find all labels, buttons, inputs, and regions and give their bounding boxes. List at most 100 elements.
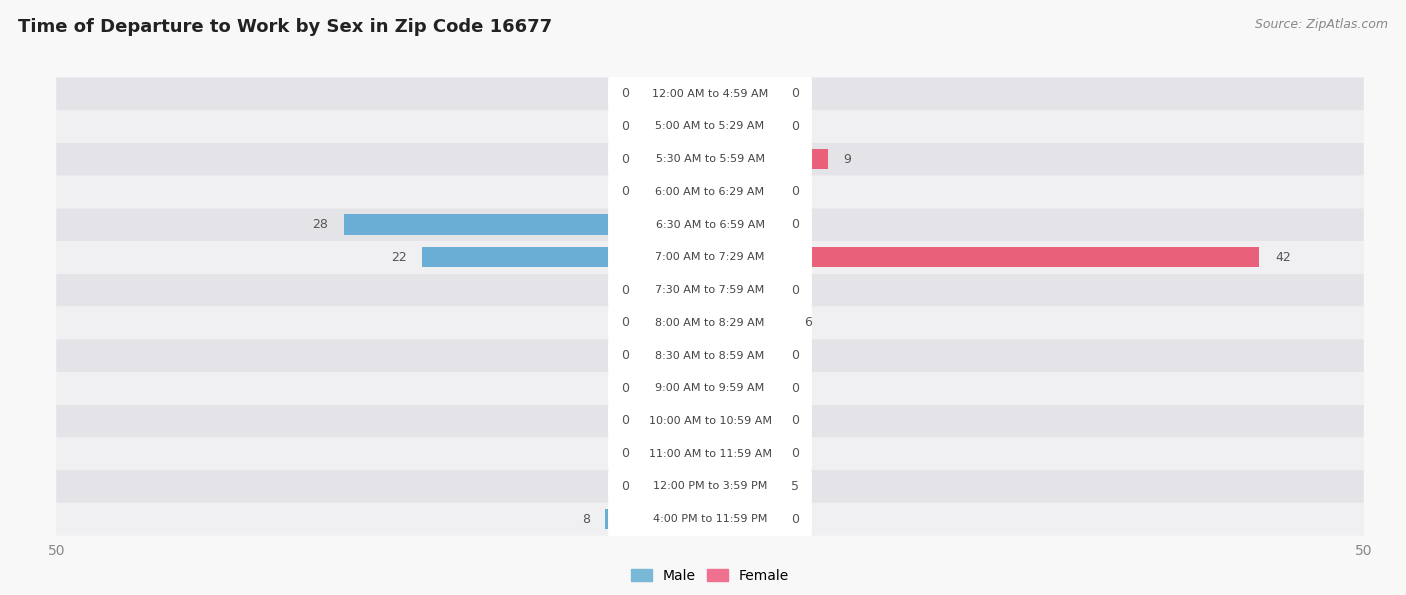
FancyBboxPatch shape — [607, 204, 813, 245]
Bar — [710, 378, 776, 399]
Bar — [710, 509, 776, 530]
Bar — [644, 83, 710, 104]
Text: 0: 0 — [792, 218, 799, 231]
Text: 0: 0 — [621, 317, 628, 329]
Bar — [644, 476, 710, 497]
FancyBboxPatch shape — [56, 110, 1364, 143]
Bar — [644, 280, 710, 300]
FancyBboxPatch shape — [607, 139, 813, 180]
Bar — [710, 280, 776, 300]
Text: 28: 28 — [312, 218, 328, 231]
Bar — [710, 476, 776, 497]
Bar — [710, 247, 1260, 268]
Bar — [644, 149, 710, 170]
Text: 6:00 AM to 6:29 AM: 6:00 AM to 6:29 AM — [655, 187, 765, 197]
Text: 5:30 AM to 5:59 AM: 5:30 AM to 5:59 AM — [655, 154, 765, 164]
FancyBboxPatch shape — [56, 77, 1364, 110]
FancyBboxPatch shape — [56, 143, 1364, 176]
Bar — [710, 214, 776, 235]
Text: 0: 0 — [792, 120, 799, 133]
Text: 0: 0 — [792, 349, 799, 362]
FancyBboxPatch shape — [607, 171, 813, 212]
Bar — [644, 378, 710, 399]
FancyBboxPatch shape — [607, 302, 813, 343]
FancyBboxPatch shape — [607, 73, 813, 114]
Text: 0: 0 — [621, 447, 628, 460]
Text: 6:30 AM to 6:59 AM: 6:30 AM to 6:59 AM — [655, 220, 765, 230]
Bar — [710, 476, 776, 497]
Text: 0: 0 — [621, 284, 628, 296]
Text: 8:00 AM to 8:29 AM: 8:00 AM to 8:29 AM — [655, 318, 765, 328]
Text: 0: 0 — [621, 480, 628, 493]
Bar — [710, 149, 776, 170]
Text: 0: 0 — [621, 186, 628, 198]
Legend: Male, Female: Male, Female — [626, 563, 794, 588]
FancyBboxPatch shape — [56, 306, 1364, 339]
Text: 11:00 AM to 11:59 AM: 11:00 AM to 11:59 AM — [648, 449, 772, 459]
Text: 22: 22 — [391, 251, 406, 264]
Text: 42: 42 — [1275, 251, 1291, 264]
FancyBboxPatch shape — [56, 176, 1364, 208]
Bar — [344, 214, 710, 235]
Bar — [644, 345, 710, 366]
Bar — [710, 116, 776, 137]
Bar — [710, 312, 776, 333]
Text: Time of Departure to Work by Sex in Zip Code 16677: Time of Departure to Work by Sex in Zip … — [18, 18, 553, 36]
Text: 12:00 PM to 3:59 PM: 12:00 PM to 3:59 PM — [652, 481, 768, 491]
FancyBboxPatch shape — [56, 274, 1364, 306]
Bar — [644, 116, 710, 137]
Bar — [710, 443, 776, 464]
FancyBboxPatch shape — [56, 372, 1364, 405]
FancyBboxPatch shape — [56, 339, 1364, 372]
Bar — [644, 312, 710, 333]
Bar — [710, 181, 776, 202]
Bar — [606, 509, 710, 530]
Text: 10:00 AM to 10:59 AM: 10:00 AM to 10:59 AM — [648, 416, 772, 426]
Text: 0: 0 — [792, 87, 799, 100]
Bar — [644, 214, 710, 235]
Bar — [644, 247, 710, 268]
Text: 0: 0 — [621, 349, 628, 362]
Bar — [710, 312, 789, 333]
Text: 9: 9 — [844, 153, 851, 165]
FancyBboxPatch shape — [607, 270, 813, 311]
Text: 0: 0 — [792, 513, 799, 525]
FancyBboxPatch shape — [607, 433, 813, 474]
Text: 0: 0 — [621, 382, 628, 394]
Bar — [644, 411, 710, 431]
Bar — [710, 345, 776, 366]
FancyBboxPatch shape — [56, 241, 1364, 274]
FancyBboxPatch shape — [607, 466, 813, 507]
FancyBboxPatch shape — [56, 208, 1364, 241]
FancyBboxPatch shape — [56, 437, 1364, 470]
Bar — [710, 149, 828, 170]
Text: 8:30 AM to 8:59 AM: 8:30 AM to 8:59 AM — [655, 350, 765, 361]
Text: 0: 0 — [792, 447, 799, 460]
Text: 8: 8 — [582, 513, 589, 525]
Text: 0: 0 — [792, 186, 799, 198]
FancyBboxPatch shape — [607, 237, 813, 278]
Text: 4:00 PM to 11:59 PM: 4:00 PM to 11:59 PM — [652, 514, 768, 524]
Text: 0: 0 — [792, 382, 799, 394]
Bar — [710, 83, 776, 104]
FancyBboxPatch shape — [607, 499, 813, 540]
Text: 9:00 AM to 9:59 AM: 9:00 AM to 9:59 AM — [655, 383, 765, 393]
Bar — [710, 247, 776, 268]
Text: 0: 0 — [621, 87, 628, 100]
Text: Source: ZipAtlas.com: Source: ZipAtlas.com — [1254, 18, 1388, 31]
Text: 0: 0 — [792, 415, 799, 427]
Text: 12:00 AM to 4:59 AM: 12:00 AM to 4:59 AM — [652, 89, 768, 99]
Text: 0: 0 — [621, 153, 628, 165]
Bar — [710, 411, 776, 431]
Text: 0: 0 — [621, 120, 628, 133]
FancyBboxPatch shape — [607, 335, 813, 376]
Text: 5: 5 — [792, 480, 799, 493]
FancyBboxPatch shape — [607, 106, 813, 147]
Text: 0: 0 — [792, 284, 799, 296]
Bar — [644, 509, 710, 530]
Bar — [644, 443, 710, 464]
Text: 0: 0 — [621, 415, 628, 427]
FancyBboxPatch shape — [56, 470, 1364, 503]
Text: 7:30 AM to 7:59 AM: 7:30 AM to 7:59 AM — [655, 285, 765, 295]
Bar — [644, 181, 710, 202]
